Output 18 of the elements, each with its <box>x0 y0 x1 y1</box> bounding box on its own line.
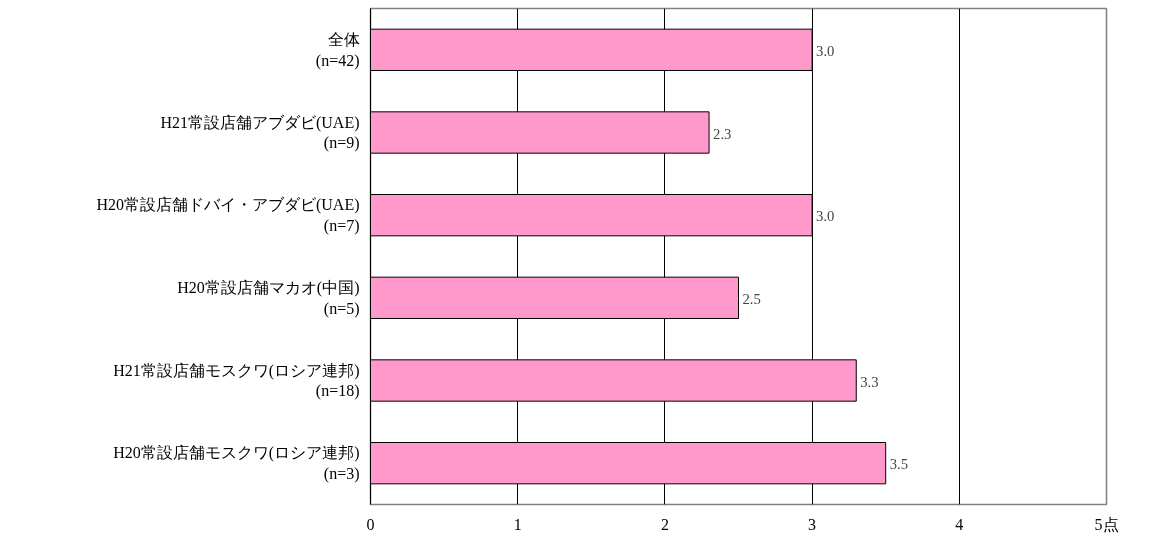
y-tick-label: H20常設店舗マカオ(中国) (n=5) <box>177 279 360 318</box>
x-tick-label: 0 <box>366 515 375 533</box>
y-tick-label: H20常設店舗ドバイ・アブダビ(UAE) (n=7) <box>96 196 360 235</box>
x-tick-label: 1 <box>513 515 522 533</box>
x-tick-label: 5点 <box>1094 515 1119 533</box>
data-label: 3.0 <box>816 42 835 59</box>
x-tick-label: 2 <box>660 515 669 533</box>
y-tick-label: 全体 (n=42) <box>315 31 360 70</box>
y-tick-label: H20常設店舗モスクワ(ロシア連邦) (n=3) <box>113 444 360 483</box>
data-label: 2.5 <box>742 290 761 307</box>
data-label: 3.0 <box>816 208 835 225</box>
data-label: 2.3 <box>713 125 732 142</box>
data-label: 3.5 <box>889 456 909 473</box>
x-tick-label: 3 <box>808 515 817 533</box>
data-label: 3.3 <box>860 373 879 390</box>
x-tick-label: 4 <box>955 515 964 533</box>
y-tick-label: H21常設店舗モスクワ(ロシア連邦) (n=18) <box>113 361 360 401</box>
y-tick-label: H21常設店舗アブダビ(UAE) (n=9) <box>160 113 360 153</box>
